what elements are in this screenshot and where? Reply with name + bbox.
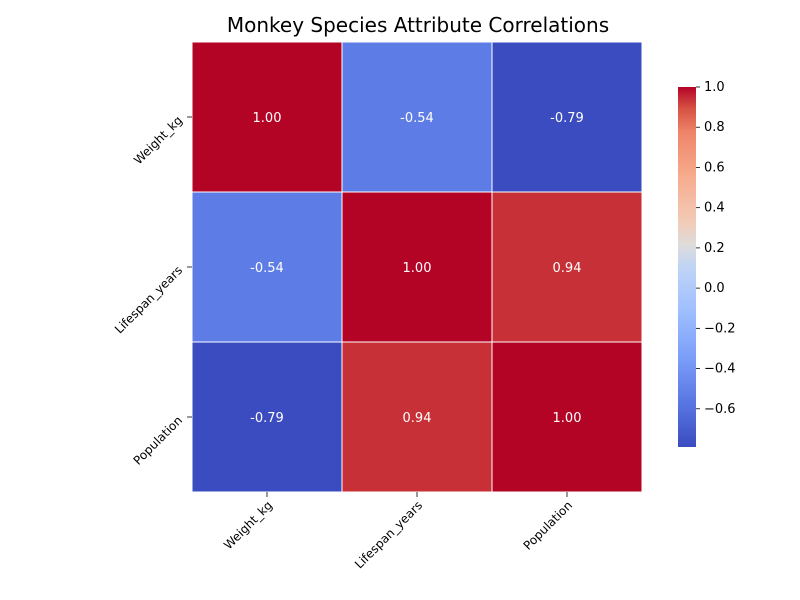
heatmap-cells [191, 41, 643, 493]
heatmap-cell-labels: 1.00 -0.54 -0.79 -0.54 1.00 0.94 -0.79 0.94 1.00 [250, 111, 584, 426]
colorbar-tick-label: 0.0 [704, 281, 725, 296]
heatmap-cell [491, 41, 643, 193]
heatmap-cell-value: -0.54 [400, 111, 434, 126]
heatmap-cell-value: 1.00 [553, 411, 582, 426]
heatmap-cell-value: 1.00 [253, 111, 282, 126]
heatmap-cell-value: -0.79 [250, 411, 284, 426]
chart-title: Monkey Species Attribute Correlations [227, 13, 609, 37]
heatmap-cell [341, 341, 493, 493]
colorbar-tick-label: −0.2 [704, 321, 736, 336]
colorbar-gradient [678, 87, 696, 447]
colorbar-tick-label: 0.2 [704, 241, 725, 256]
x-tick-label: Lifespan_years [352, 498, 425, 571]
heatmap-cell [191, 41, 343, 193]
heatmap-cell [341, 191, 493, 343]
x-axis: Weight_kg Lifespan_years Population [221, 492, 575, 571]
colorbar: 1.0 0.8 0.6 0.4 0.2 0.0 −0.2 −0.4 −0.6 [678, 80, 736, 447]
heatmap-cell-value: -0.79 [550, 111, 584, 126]
heatmap-cell-value: 0.94 [553, 261, 582, 276]
heatmap-cell-value: 0.94 [403, 411, 432, 426]
colorbar-tick-label: 0.8 [704, 120, 725, 135]
colorbar-tick-label: 0.4 [704, 201, 725, 216]
colorbar-ticks: 1.0 0.8 0.6 0.4 0.2 0.0 −0.2 −0.4 −0.6 [696, 80, 736, 417]
colorbar-tick-label: −0.6 [704, 402, 736, 417]
colorbar-tick-label: −0.4 [704, 362, 736, 377]
colorbar-tick-label: 0.6 [704, 160, 725, 175]
heatmap-cell [191, 341, 343, 493]
heatmap-cell [341, 41, 493, 193]
y-tick-label: Weight_kg [131, 113, 185, 167]
y-axis: Weight_kg Lifespan_years Population [112, 113, 192, 468]
x-tick-label: Population [521, 498, 575, 552]
colorbar-tick-label: 1.0 [704, 80, 725, 95]
heatmap-cell-value: -0.54 [250, 261, 284, 276]
heatmap-cell [491, 191, 643, 343]
heatmap-cell [191, 191, 343, 343]
y-tick-label: Population [131, 413, 185, 467]
heatmap-cell-value: 1.00 [403, 261, 432, 276]
y-tick-label: Lifespan_years [112, 263, 185, 336]
x-tick-label: Weight_kg [221, 498, 275, 552]
